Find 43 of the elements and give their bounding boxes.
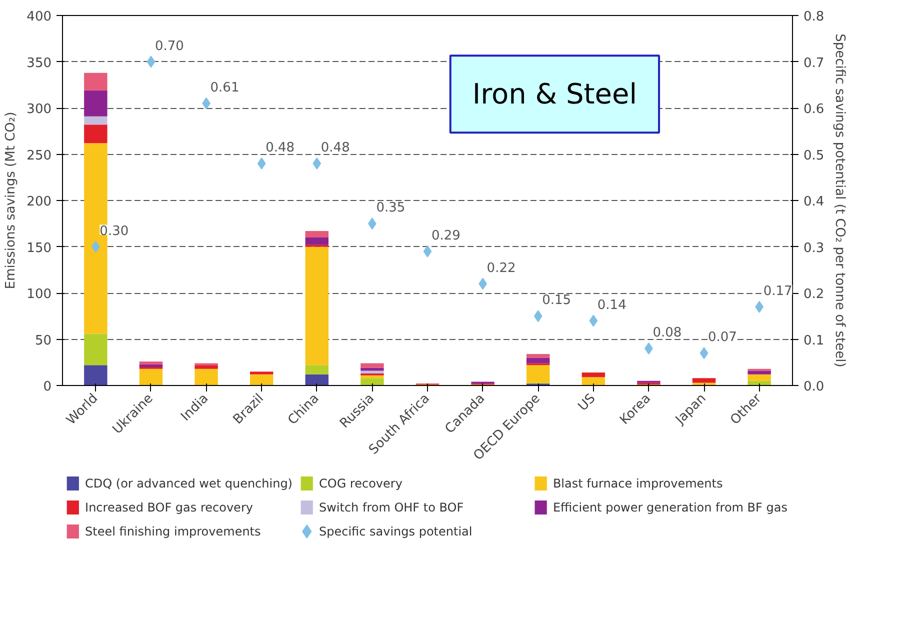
data-label: 0.29 (432, 228, 460, 244)
y-tick-label: 400 (26, 10, 52, 24)
data-label: 0.08 (652, 326, 682, 340)
data-label: 0.70 (154, 38, 184, 54)
data-label: 0.30 (100, 224, 129, 239)
data-label: 0.17 (763, 284, 792, 299)
data-label: 0.61 (210, 80, 240, 96)
x-tick-label: US (576, 391, 599, 414)
annotation: Iron & Steel (472, 78, 638, 111)
y-axis-title: Emissions savings (Mt CO₂) (4, 112, 19, 290)
data-label: 0.14 (597, 298, 626, 313)
data-label: 0.48 (320, 140, 350, 156)
legend-label: Steel finishing improvements (85, 524, 261, 538)
legend-label: Specific savings potential (318, 524, 472, 538)
legend-label: Efficient power generation from BF gas (552, 500, 788, 514)
legend-label: Increased BOF gas recovery (85, 500, 253, 514)
y-tick-label: 300 (26, 102, 52, 117)
y2-tick-label: 0.8 (804, 10, 824, 24)
data-label: 0.48 (266, 140, 295, 156)
y-tick-label: 50 (34, 333, 52, 348)
legend-label: CDQ (or advanced wet quenching) (85, 476, 292, 490)
y2-tick-label: 0.3 (804, 240, 824, 256)
y2-tick-label: 0.6 (804, 102, 824, 117)
y-tick-label: 250 (26, 148, 52, 164)
y2-tick-label: 0.1 (804, 333, 824, 348)
data-label: 0.22 (486, 260, 516, 276)
y2-axis-title: Specific savings potential (t CO₂ per tonne of steel) (832, 34, 848, 368)
y-tick-label: 350 (26, 56, 52, 71)
y-tick-label: 100 (26, 287, 52, 302)
y2-tick-label: 0.5 (804, 148, 824, 164)
y2-tick-label: 0.0 (804, 380, 824, 394)
data-label: 0.07 (708, 330, 737, 346)
y-tick-label: 200 (26, 194, 52, 210)
data-label: 0.15 (542, 293, 572, 308)
data-label: 0.35 (376, 200, 406, 216)
y2-tick-label: 0.7 (804, 56, 824, 71)
y2-tick-label: 0.2 (804, 287, 824, 302)
legend-label: COG recovery (318, 476, 402, 490)
y2-tick-label: 0.4 (804, 194, 824, 210)
y-tick-label: 150 (26, 240, 52, 256)
y-tick-label: 0 (43, 380, 52, 394)
legend-label: Blast furnace improvements (552, 476, 723, 490)
legend-label: Switch from OHF to BOF (318, 500, 464, 514)
